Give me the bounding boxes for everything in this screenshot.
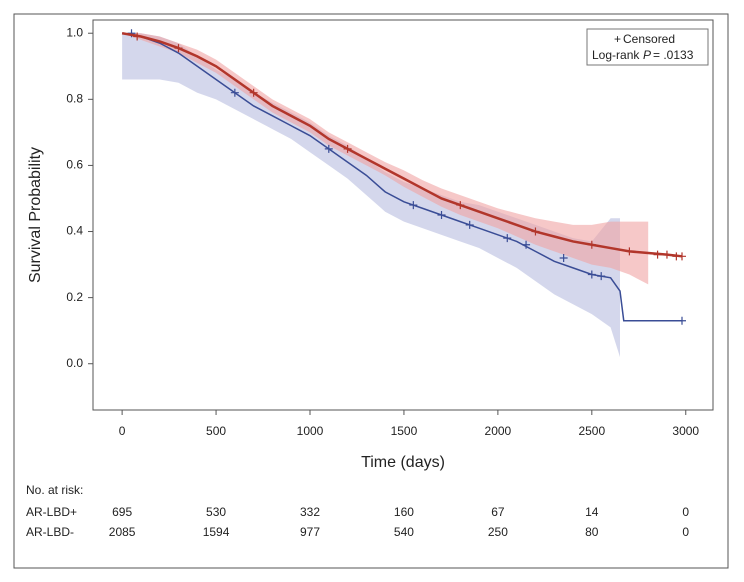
censor-mark (456, 201, 465, 210)
risk-count: 80 (585, 525, 599, 539)
survival-curve (121, 32, 682, 322)
x-tick-label: 1500 (391, 424, 418, 438)
y-tick-label: 0.6 (66, 158, 83, 172)
p-value: = .0133 (653, 48, 694, 62)
x-tick-label: 0 (119, 424, 126, 438)
censor-mark (249, 88, 258, 97)
risk-count: 1594 (203, 525, 230, 539)
risk-title: No. at risk: (26, 483, 83, 497)
censor-mark (531, 227, 540, 236)
y-tick-label: 0.0 (66, 356, 83, 370)
y-tick-label: 1.0 (66, 25, 83, 39)
censor-mark (678, 252, 686, 261)
censor-label: Censored (623, 32, 675, 46)
censor-mark (503, 234, 512, 243)
censor-mark (587, 270, 596, 279)
risk-count: 160 (394, 505, 414, 519)
censor-mark (625, 247, 634, 256)
censor-mark (409, 201, 418, 210)
y-axis-label: Survival Probability (27, 147, 44, 283)
confidence-band (122, 33, 620, 358)
x-tick-label: 2500 (578, 424, 605, 438)
censor-mark (662, 250, 671, 259)
y-tick-label: 0.2 (66, 290, 83, 304)
censor-symbol: + (614, 32, 621, 46)
censor-mark (343, 144, 352, 153)
risk-count: 540 (394, 525, 414, 539)
risk-count: 977 (300, 525, 320, 539)
test-name: Log-rank (592, 48, 640, 62)
risk-row-label: AR-LBD+ (26, 505, 77, 519)
risk-count: 332 (300, 505, 320, 519)
censor-mark (465, 220, 474, 229)
y-tick-label: 0.4 (66, 224, 83, 238)
censor-mark (437, 211, 446, 219)
risk-count: 530 (206, 505, 226, 519)
censor-mark (174, 44, 183, 53)
y-tick-label: 0.8 (66, 91, 83, 105)
x-axis-label: Time (days) (361, 454, 445, 471)
censor-mark (559, 253, 568, 262)
outer-frame (13, 13, 729, 569)
censor-mark (522, 240, 531, 249)
plot-frame (92, 19, 714, 411)
censor-mark (653, 250, 662, 259)
x-tick-label: 2000 (485, 424, 512, 438)
risk-row-label: AR-LBD- (26, 525, 74, 539)
risk-count: 0 (682, 505, 689, 519)
x-tick-label: 1000 (297, 424, 324, 438)
risk-count: 2085 (109, 525, 136, 539)
censor-mark (133, 32, 142, 41)
risk-count: 695 (112, 505, 132, 519)
stat-name: P (643, 48, 651, 62)
censor-mark (230, 88, 239, 97)
censor-mark (597, 272, 606, 281)
risk-count: 14 (585, 505, 599, 519)
censor-mark (678, 316, 686, 325)
x-tick-label: 500 (206, 424, 226, 438)
x-tick-label: 3000 (672, 424, 699, 438)
annotation-box (586, 28, 709, 66)
censor-mark (587, 240, 596, 249)
risk-count: 67 (491, 505, 505, 519)
censor-mark (324, 144, 333, 153)
risk-count: 0 (682, 525, 689, 539)
risk-count: 250 (488, 525, 508, 539)
